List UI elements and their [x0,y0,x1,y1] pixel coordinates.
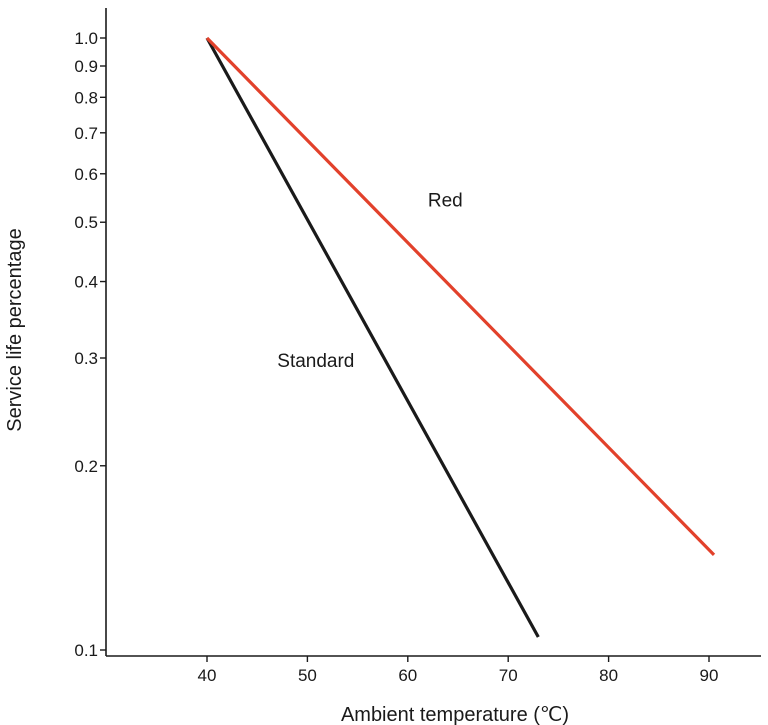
y-tick-label: 0.2 [74,457,98,476]
x-tick-label: 40 [198,666,217,685]
series-lines [205,36,716,638]
x-tick-label: 50 [298,666,317,685]
x-axis-title: Ambient temperature (℃) [341,704,569,725]
y-ticks: 0.1 0.2 0.3 0.4 0.5 0.6 0.7 0.8 0.9 1.0 [74,29,106,660]
y-tick-label: 0.9 [74,57,98,76]
series-label-red: Red [428,191,463,212]
series-labels: Standard Red [277,191,462,372]
series-label-standard: Standard [277,351,354,372]
y-tick-label: 1.0 [74,29,98,48]
series-line-standard [205,37,540,638]
y-tick-label: 0.6 [74,165,98,184]
y-tick-label: 0.1 [74,641,98,660]
series-line-red [205,36,716,557]
x-tick-label: 80 [599,666,618,685]
y-tick-label: 0.8 [74,88,98,107]
y-tick-label: 0.4 [74,273,98,292]
x-tick-label: 90 [700,666,719,685]
x-ticks: 40 50 60 70 80 90 [198,656,719,685]
y-tick-label: 0.5 [74,213,98,232]
y-tick-label: 0.3 [74,349,98,368]
y-axis-title: Service life percentage [4,228,26,431]
axes [105,8,761,657]
x-tick-label: 60 [398,666,417,685]
y-tick-label: 0.7 [74,124,98,143]
x-tick-label: 70 [499,666,518,685]
